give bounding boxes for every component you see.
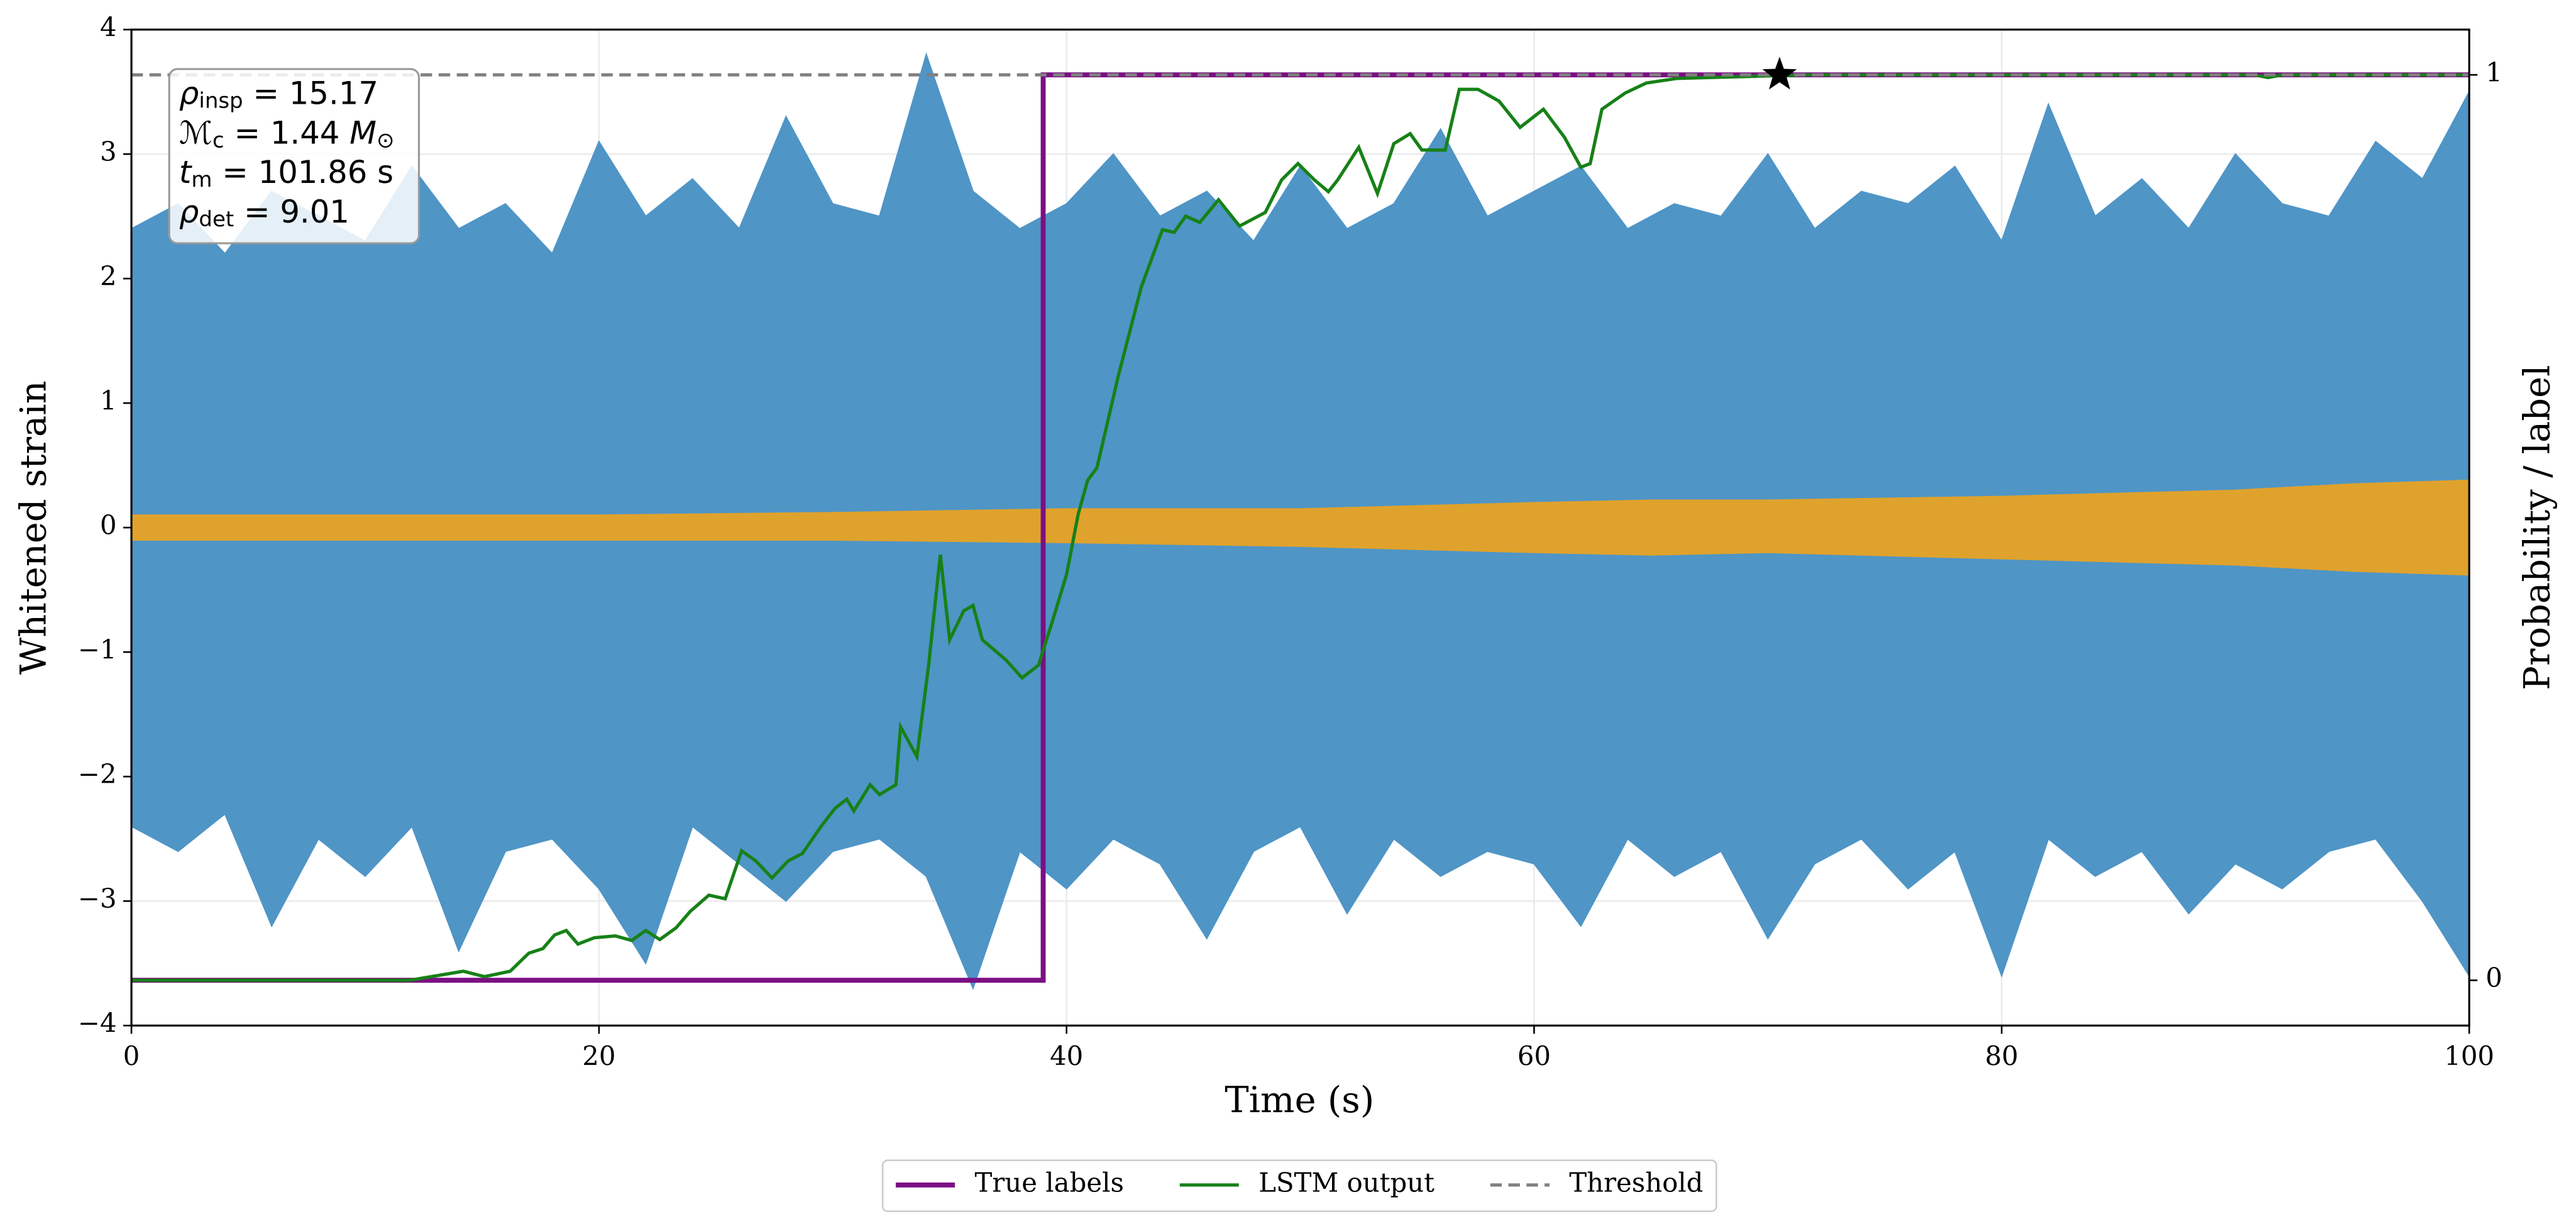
legend-label: LSTM output — [1258, 1167, 1434, 1198]
annotation-line: tm = 101.86 s — [179, 154, 394, 192]
y-axis-label: Whitened strain — [13, 380, 55, 675]
annotation-line: ℳc = 1.44 M⊙ — [179, 114, 395, 153]
annotation-segment: c — [212, 128, 224, 153]
band — [131, 479, 2470, 576]
line — [131, 73, 2470, 982]
annotation-segment: insp — [199, 89, 243, 114]
legend-label: Threshold — [1569, 1167, 1703, 1198]
x-tick-label: 0 — [123, 1041, 140, 1071]
x-tick-label: 20 — [582, 1041, 615, 1071]
y2-tick-label: 0 — [2485, 963, 2502, 993]
legend-box — [881, 1159, 1717, 1212]
x-tick-label: 80 — [1985, 1041, 2018, 1071]
y2-tick-label: 1 — [2485, 57, 2502, 88]
annotation-line: ρinsp = 15.17 — [179, 75, 378, 113]
y-tick-label: −3 — [78, 883, 117, 914]
y-tick-label: −4 — [78, 1008, 117, 1039]
annotation-line: ρdet = 9.01 — [179, 193, 350, 231]
x-tick-label: 60 — [1517, 1041, 1551, 1071]
annotation-segment: = 101.86 s — [212, 154, 394, 190]
x-tick-label: 100 — [2444, 1041, 2494, 1071]
legend: True labels LSTM output Threshold — [881, 1159, 1717, 1212]
y-tick-label: −2 — [78, 759, 117, 790]
x-tick-label: 40 — [1050, 1041, 1083, 1071]
legend-label: True labels — [974, 1167, 1123, 1198]
annotation-segment: M — [350, 114, 377, 151]
annotation-segment: det — [199, 207, 234, 232]
annotation-segment: = 15.17 — [243, 75, 378, 111]
annotation-segment: = 1.44 — [224, 114, 350, 151]
annotation-segment: ρ — [179, 75, 199, 111]
y-tick-label: 1 — [100, 385, 117, 416]
annotation-segment: ρ — [179, 193, 199, 229]
annotation-segment: t — [179, 154, 192, 190]
y2-axis-label: Probability / label — [2516, 365, 2558, 690]
y-tick-label: −1 — [78, 634, 117, 665]
plot-area — [131, 52, 2470, 990]
annotation-segment: = 9.01 — [234, 193, 350, 229]
annotation-segment: ⊙ — [377, 128, 394, 153]
y-tick-label: 0 — [100, 510, 117, 541]
annotation-segment: m — [191, 167, 212, 192]
annotation-box — [168, 68, 421, 245]
y-tick-label: 2 — [100, 261, 117, 292]
x-axis-label: Time (s) — [1225, 1079, 1374, 1121]
y-tick-label: 4 — [100, 12, 117, 43]
annotation-segment: ℳ — [179, 114, 212, 151]
y-tick-label: 3 — [100, 136, 117, 167]
plot-frame — [130, 28, 2470, 1027]
star-marker — [1762, 57, 1797, 90]
